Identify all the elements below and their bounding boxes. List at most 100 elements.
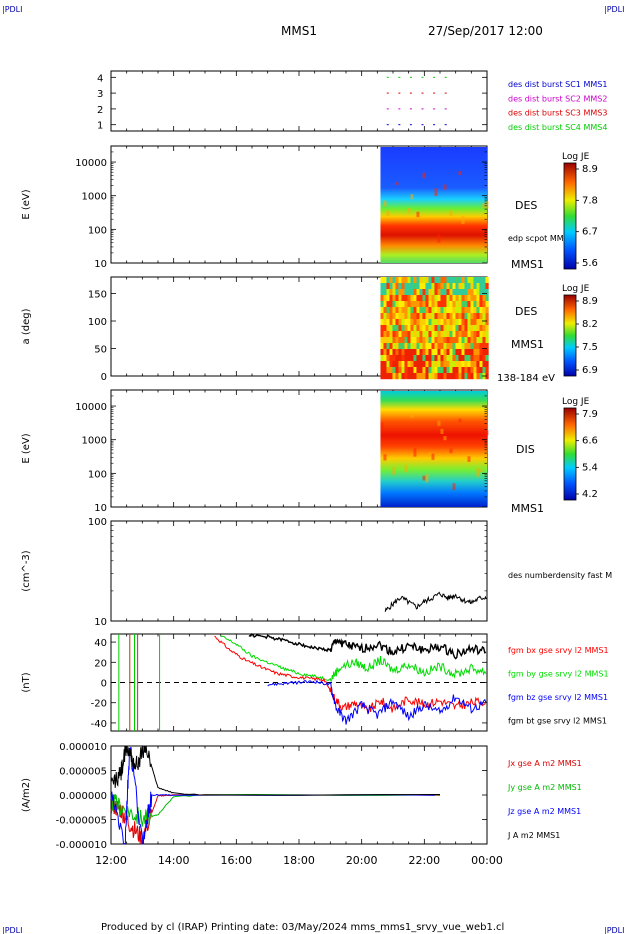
spectrogram-cell [380,307,384,314]
spectrogram-cell [482,289,486,296]
spectrogram-cell [428,373,432,380]
spectrogram-cell [485,373,489,380]
legend-entry: fgm bz gse srvy l2 MMS1 [508,693,608,702]
colorbar-tick-label: 5.4 [582,462,598,473]
spectrogram-cell [428,367,432,374]
spectrogram-cell [452,283,456,290]
spectrogram-cell [455,361,459,368]
spectrogram-cell [431,367,435,374]
spectrogram-cell [431,349,435,356]
spectrogram-cell [380,343,384,350]
spectrogram-cell [398,277,402,284]
spectrogram-cell [389,349,393,356]
spectrogram-cell [455,349,459,356]
spectrogram-cell [452,373,456,380]
spectrogram-cell [467,355,471,362]
y-tick-label: 4 [97,73,103,84]
spectrogram-cell [461,313,465,320]
colorbar-tick-label: 4.2 [582,489,598,500]
spectrogram-cell [467,337,471,344]
spectrogram-cell [476,319,480,326]
y-axis-label: E (eV) [21,433,32,463]
spectrogram-cell [458,171,462,176]
x-tick-label: 16:00 [220,854,252,867]
spectrogram-cell [389,295,393,302]
spectrogram-cell [422,367,426,374]
spectrogram-cell [419,355,423,362]
spectrogram-cell [416,337,420,344]
spacecraft-label: MMS1 [511,258,544,271]
spectrogram-cell [389,361,393,368]
spectrogram-cell [482,301,486,308]
spectrogram-cell [467,307,471,314]
instrument-label: DES [515,199,537,212]
spectrogram-cell [434,289,438,296]
spectrogram-cell [398,283,402,290]
spectrogram-cell [473,349,477,356]
spectrogram-cell [413,313,417,320]
spectrogram-cell [470,307,474,314]
spectrogram-cell [458,325,462,332]
spectrogram-cell [443,361,447,368]
colorbar-tick-label: 7.8 [582,195,598,206]
y-tick-label: 0 [101,372,107,383]
spectrogram-cell [413,367,417,374]
spectrogram-band [380,147,487,263]
spectrogram-cell [386,307,390,314]
spectrogram-cell [440,337,444,344]
y-tick-label: 1000 [82,436,107,447]
spectrogram-cell [422,361,426,368]
spectrogram-cell [467,343,471,350]
spectrogram-cell [485,337,489,344]
spectrogram-cell [383,295,387,302]
spectrogram-cell [470,295,474,302]
spectrogram-cell [452,319,456,326]
spectrogram-cell [437,325,441,332]
spectrogram-cell [464,313,468,320]
spectrogram-cell [422,337,426,344]
spectrogram-cell [449,343,453,350]
spectrogram-cell [467,349,471,356]
spacecraft-label: MMS1 [511,338,544,351]
spectrogram-cell [449,283,453,290]
spectrogram-cell [458,295,462,302]
spectrogram-cell [443,367,447,374]
spectrogram-cell [452,337,456,344]
y-axis-label: (nT) [21,672,32,692]
spectrogram-cell [389,283,393,290]
spectrogram-cell [398,307,402,314]
spectrogram-cell [404,343,408,350]
spectrogram-cell [461,277,465,284]
spectrogram-cell [455,343,459,350]
spectrogram-cell [449,325,453,332]
spectrogram-cell [455,295,459,302]
spectrogram-cell [416,367,420,374]
spectrogram-cell [431,361,435,368]
spectrogram-cell [407,337,411,344]
spectrogram-cell [437,319,441,326]
spectrogram-cell [386,295,390,302]
series-label: des numberdensity fast M [508,571,612,580]
spectrogram-cell [392,367,396,374]
spectrogram-cell [386,301,390,308]
spectrogram-cell [479,283,483,290]
spectrogram-cell [452,313,456,320]
spectrogram-cell [437,289,441,296]
field-series-line [214,635,487,715]
spectrogram-cell [479,313,483,320]
spectrogram-cell [422,349,426,356]
spectrogram-cell [386,361,390,368]
spectrogram-cell [380,331,384,338]
spectrogram-cell [425,283,429,290]
y-axis-label: E (eV) [21,189,32,219]
spectrogram-cell [392,289,396,296]
spectrogram-cell [431,289,435,296]
spectrogram-cell [437,361,441,368]
spectrogram-cell [452,483,456,491]
spectrogram-cell [452,295,456,302]
spectrogram-cell [437,234,441,243]
spectrogram-cell [404,355,408,362]
spectrogram-cell [401,283,405,290]
spectrogram-cell [464,355,468,362]
spectrogram-cell [446,301,450,308]
